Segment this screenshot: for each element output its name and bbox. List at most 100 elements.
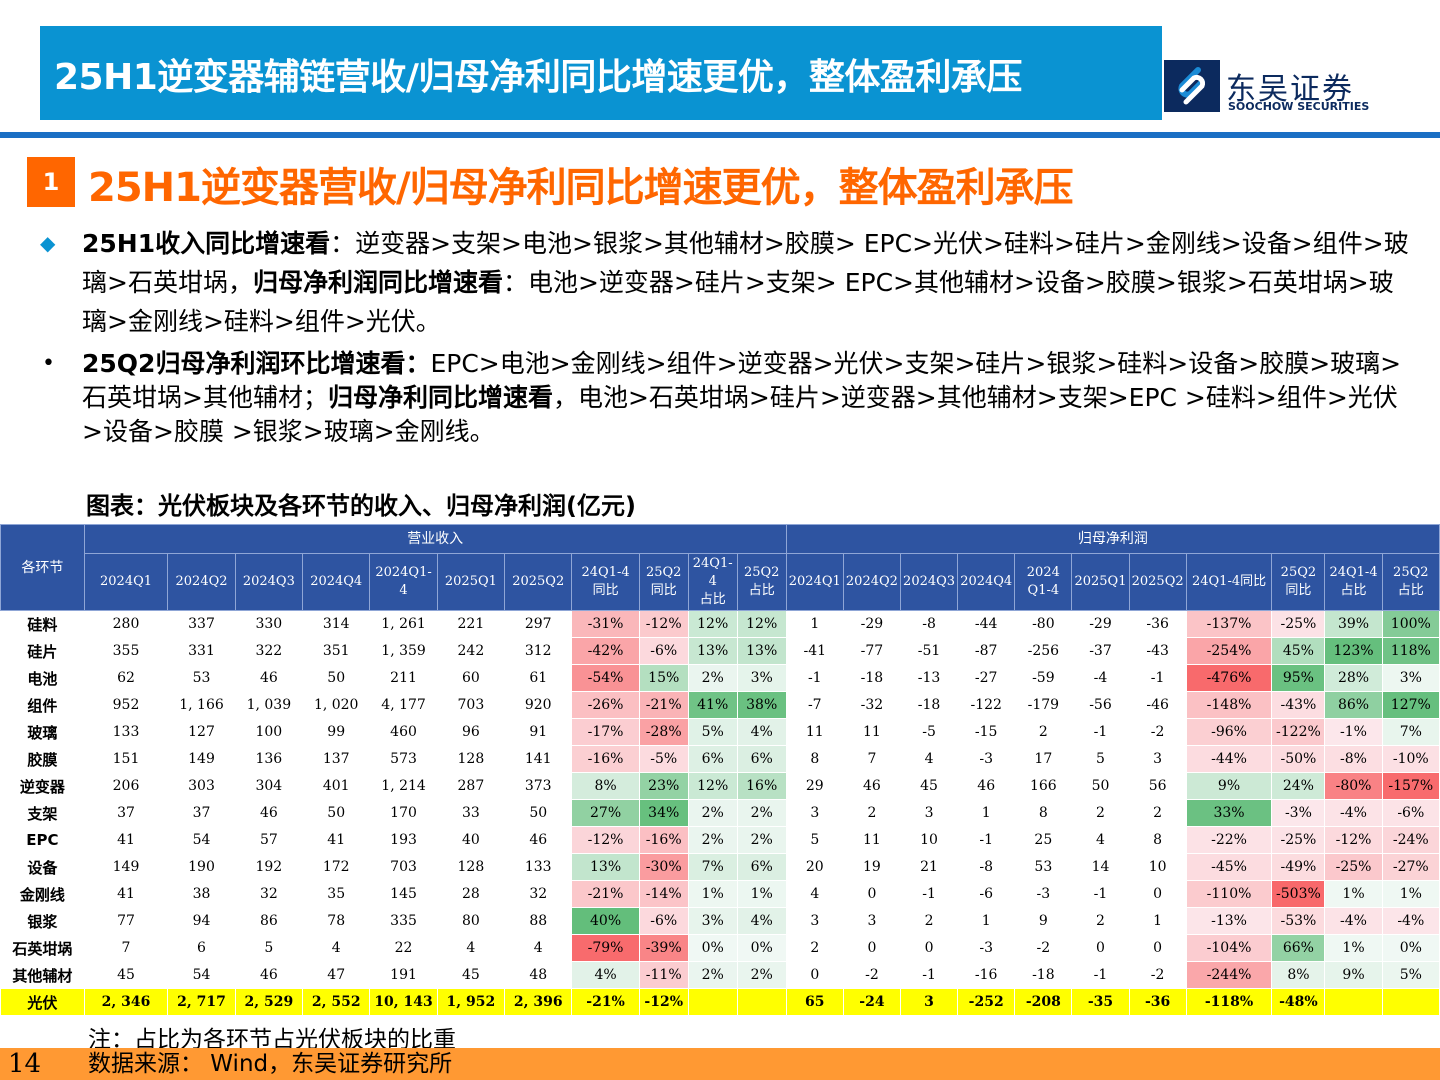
profit-ratio-cell: -476%: [1185, 664, 1273, 692]
segment-name: 逆变器: [0, 772, 85, 800]
profit-ratio-cell: 24%: [1271, 772, 1326, 800]
revenue-value-cell: 2, 529: [234, 988, 304, 1016]
soochow-s-mark-icon: [1164, 60, 1220, 112]
revenue-value-cell: 32: [234, 880, 304, 908]
footer-bar: 14 数据来源： Wind，东吴证券研究所: [0, 1048, 1440, 1080]
profit-value-cell: -36: [1128, 610, 1187, 638]
revenue-value-cell: 703: [369, 853, 438, 881]
revenue-ratio-cell: 41%: [687, 691, 738, 719]
revenue-value-cell: 337: [167, 610, 236, 638]
profit-value-cell: 53: [1014, 853, 1073, 881]
profit-ratio-cell: -110%: [1185, 880, 1273, 908]
profit-value-cell: 10: [1128, 853, 1187, 881]
revenue-ratio-cell: 13%: [571, 853, 640, 881]
profit-value-cell: -1: [899, 880, 959, 908]
revenue-ratio-cell: -16%: [571, 745, 640, 773]
revenue-value-cell: 80: [436, 907, 506, 935]
profit-value-cell: -1: [957, 826, 1016, 854]
profit-ratio-cell: 118%: [1381, 637, 1440, 665]
profit-ratio-cell: -118%: [1185, 988, 1273, 1016]
profit-ratio-cell: -45%: [1185, 853, 1273, 881]
profit-ratio-cell: -44%: [1185, 745, 1273, 773]
profit-ratio-cell: -254%: [1185, 637, 1273, 665]
diamond-bullet-icon: ◆: [40, 231, 56, 255]
profit-value-cell: 2: [842, 799, 901, 827]
revenue-value-cell: 4: [504, 934, 573, 962]
profit-value-cell: 4: [785, 880, 844, 908]
revenue-ratio-cell: 4%: [736, 907, 787, 935]
profit-value-cell: -51: [899, 637, 959, 665]
table-row: 组件 952 1, 166 1, 039 1, 020 4, 177 703 920 -26% -…: [0, 691, 1440, 719]
revenue-ratio-cell: -21%: [638, 691, 689, 719]
profit-column-header: 2024Q2: [842, 553, 901, 611]
segment-name: 组件: [0, 691, 85, 719]
table-row: EPC 41 54 57 41 193 40 46 -12% -16% 2% 2% 5 11 10 -1 25 4…: [0, 826, 1440, 854]
profit-value-cell: 0: [842, 934, 901, 962]
revenue-column-header: 2024Q4: [302, 553, 371, 611]
table-row: 电池 62 53 46 50 211 60 61 -54% 15% 2% 3% -1 -18 -13 -27-…: [0, 664, 1440, 692]
bullet-item: ◆ 25H1收入同比增速看：逆变器>支架>电池>银浆>其他辅材>胶膜> EPC>…: [40, 224, 1410, 341]
profit-value-cell: -252: [957, 988, 1016, 1016]
segment-name: 光伏: [0, 988, 85, 1016]
revenue-ratio-cell: 0%: [736, 934, 787, 962]
profit-value-cell: -36: [1128, 988, 1187, 1016]
revenue-ratio-cell: -16%: [638, 826, 689, 854]
revenue-value-cell: 193: [369, 826, 438, 854]
profit-ratio-cell: 39%: [1324, 610, 1383, 638]
revenue-value-cell: 4, 177: [369, 691, 438, 719]
revenue-value-cell: 133: [504, 853, 573, 881]
revenue-value-cell: 61: [504, 664, 573, 692]
revenue-ratio-cell: 6%: [687, 745, 738, 773]
bullet-bold-label: 25Q2归母净利润环比增速看：: [82, 349, 431, 378]
revenue-ratio-cell: 2%: [687, 826, 738, 854]
segment-name: 玻璃: [0, 718, 85, 746]
revenue-value-cell: 331: [167, 637, 236, 665]
profit-value-cell: -46: [1128, 691, 1187, 719]
profit-ratio-cell: -4%: [1381, 907, 1440, 935]
profit-ratio-cell: 100%: [1381, 610, 1440, 638]
profit-value-cell: -43: [1128, 637, 1187, 665]
revenue-value-cell: 5: [234, 934, 304, 962]
profit-value-cell: -29: [1071, 610, 1130, 638]
revenue-ratio-cell: 0%: [687, 934, 738, 962]
profit-value-cell: -5: [899, 718, 959, 746]
dot-bullet-icon: •: [42, 351, 55, 376]
profit-ratio-cell: 95%: [1271, 664, 1326, 692]
bullet-bold-label: 归母净利润同比增速看: [252, 268, 503, 297]
profit-value-cell: 0: [785, 961, 844, 989]
profit-ratio-cell: 0%: [1381, 934, 1440, 962]
profit-value-cell: -37: [1071, 637, 1130, 665]
profit-value-cell: 1: [957, 907, 1016, 935]
profit-value-cell: 7: [842, 745, 901, 773]
profit-ratio-cell: -27%: [1381, 853, 1440, 881]
segment-name: 硅料: [0, 610, 85, 638]
revenue-column-header: 24Q1-4 同比: [571, 553, 640, 611]
profit-ratio-cell: -50%: [1271, 745, 1326, 773]
revenue-ratio-cell: 16%: [736, 772, 787, 800]
table-row: 金刚线 41 38 32 35 145 28 32 -21% -14% 1% 1% 4 0 -1 -6 -3 -1…: [0, 880, 1440, 908]
revenue-value-cell: 35: [302, 880, 371, 908]
revenue-ratio-cell: 12%: [736, 610, 787, 638]
table-row: 石英坩埚 7 6 5 4 22 4 4 -79% -39% 0% 0% 2 0 0 -3 -2 0 0 -104% 66…: [0, 934, 1440, 962]
profit-ratio-cell: 8%: [1271, 961, 1326, 989]
revenue-value-cell: 303: [167, 772, 236, 800]
bullet-item: • 25Q2归母净利润环比增速看：EPC>电池>金刚线>组件>逆变器>光伏>支架…: [40, 347, 1410, 449]
profit-column-header: 24Q1-4同比: [1185, 553, 1273, 611]
table-row: 设备 149 190 192 172 703 128 133 13% -30% 7% 6% 20 19 21…: [0, 853, 1440, 881]
revenue-value-cell: 10, 143: [369, 988, 438, 1016]
segment-name: EPC: [0, 826, 85, 854]
revenue-value-cell: 304: [234, 772, 304, 800]
table-row: 银浆 77 94 86 78 335 80 88 40% -6% 3% 4% 3 3 2 1 9 2 1 -13% -5…: [0, 907, 1440, 935]
revenue-value-cell: 149: [167, 745, 236, 773]
revenue-ratio-cell: 13%: [736, 637, 787, 665]
revenue-ratio-cell: 12%: [687, 772, 738, 800]
revenue-ratio-cell: 23%: [638, 772, 689, 800]
revenue-value-cell: 45: [83, 961, 169, 989]
revenue-value-cell: 242: [436, 637, 506, 665]
revenue-value-cell: 297: [504, 610, 573, 638]
profit-value-cell: -80: [1014, 610, 1073, 638]
profit-value-cell: -179: [1014, 691, 1073, 719]
revenue-column-header: 2024Q1: [83, 553, 169, 611]
profit-value-cell: 46: [842, 772, 901, 800]
profit-value-cell: 14: [1071, 853, 1130, 881]
